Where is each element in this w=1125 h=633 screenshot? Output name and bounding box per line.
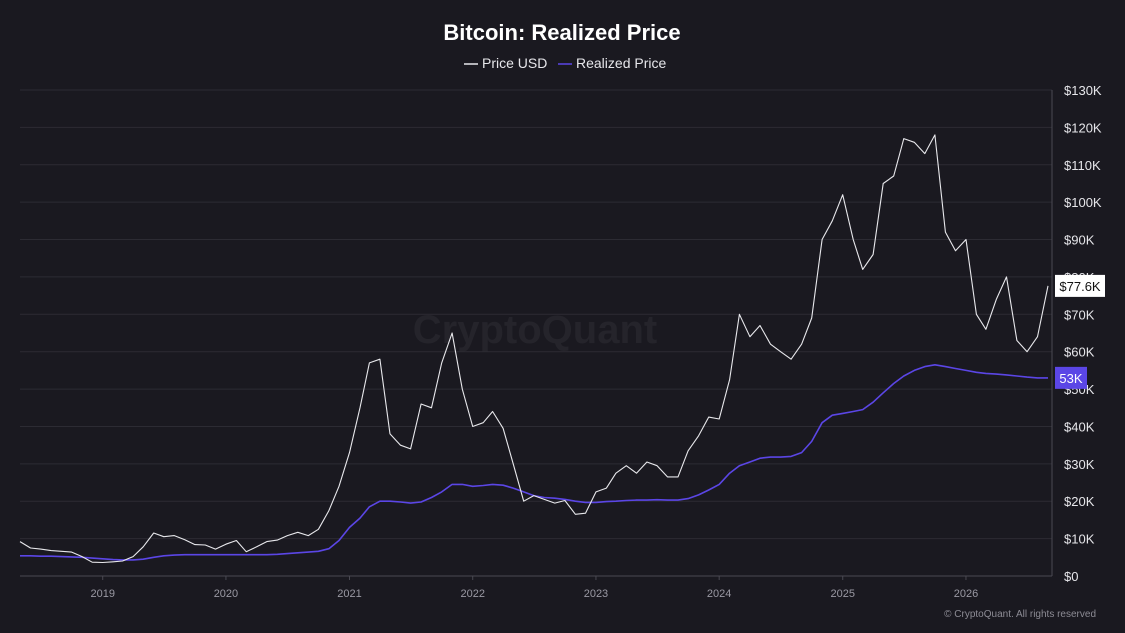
- chart-title: Bitcoin: Realized Price: [443, 20, 680, 45]
- y-tick-label: $110K: [1064, 158, 1101, 173]
- x-axis-ticks: 2019 2020 2021 2022 2023 2024 2025 2026: [90, 576, 978, 600]
- y-tick-label: $90K: [1064, 233, 1095, 248]
- last-value-callouts: $77.6K 53K: [1055, 274, 1105, 389]
- price-last-value-callout: $77.6K: [1055, 274, 1105, 297]
- x-tick-label: 2020: [214, 588, 238, 600]
- x-tick-label: 2021: [337, 588, 361, 600]
- y-tick-label: $0: [1064, 569, 1078, 584]
- legend-item-price[interactable]: Price USD: [464, 55, 547, 71]
- y-tick-label: $30K: [1064, 457, 1095, 472]
- y-tick-label: $130K: [1064, 83, 1102, 98]
- x-tick-label: 2024: [707, 588, 731, 600]
- legend-item-realized[interactable]: Realized Price: [558, 55, 666, 71]
- y-tick-label: $100K: [1064, 195, 1102, 210]
- watermark-text: CryptoQuant: [413, 308, 657, 352]
- y-tick-label: $70K: [1064, 307, 1095, 322]
- series-lines: [19, 134, 1049, 564]
- y-tick-label: $60K: [1064, 345, 1095, 360]
- y-tick-label: $120K: [1064, 120, 1102, 135]
- y-axis-ticks: $0$10K$20K$30K$40K$50K$60K$70K$80K$90K$1…: [1064, 83, 1102, 584]
- x-tick-label: 2023: [584, 588, 608, 600]
- legend-label-realized: Realized Price: [576, 55, 666, 71]
- x-tick-label: 2026: [954, 588, 978, 600]
- y-tick-label: $20K: [1064, 494, 1095, 509]
- realized-last-value-callout: 53K: [1055, 366, 1087, 389]
- y-tick-label: $10K: [1064, 532, 1095, 547]
- callout-label: 53K: [1059, 371, 1082, 386]
- x-tick-label: 2019: [90, 588, 114, 600]
- legend-label-price: Price USD: [482, 55, 547, 71]
- callout-label: $77.6K: [1059, 279, 1101, 294]
- x-tick-label: 2022: [460, 588, 484, 600]
- price-usd-line[interactable]: [19, 134, 1049, 564]
- x-tick-label: 2025: [830, 588, 854, 600]
- realized-price-line[interactable]: [20, 364, 1048, 561]
- legend[interactable]: Price USD Realized Price: [464, 55, 666, 71]
- grid-lines: [20, 89, 1052, 540]
- callout-box: [1055, 274, 1105, 297]
- callout-box: [1055, 366, 1087, 389]
- y-tick-label: $40K: [1064, 419, 1095, 434]
- copyright-text: © CryptoQuant. All rights reserved: [944, 609, 1096, 620]
